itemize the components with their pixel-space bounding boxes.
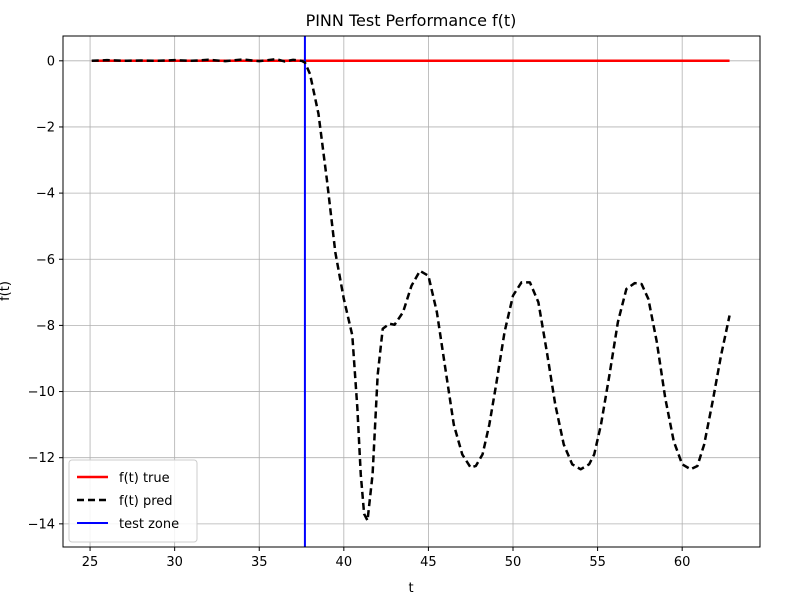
x-tick-label: 50 [505,555,522,570]
ticks: 25 30 35 40 45 50 55 60 0 −2 −4 −6 −8 −10 −12 −14 [28,54,691,570]
series-line-f-pred [91,57,731,522]
x-tick-label: 55 [589,555,606,570]
legend-label-true: f(t) true [119,471,170,486]
y-tick-label: 0 [47,54,55,69]
x-tick-label: 40 [336,555,353,570]
y-tick-label: −6 [36,253,55,268]
y-axis-label: f(t) [0,281,13,301]
y-tick-label: −8 [36,319,55,334]
y-tick-label: −12 [28,451,55,466]
y-tick-label: −10 [28,385,55,400]
x-tick-label: 60 [674,555,691,570]
x-tick-label: 25 [82,555,99,570]
y-tick-label: −14 [28,517,55,532]
legend-label-test-zone: test zone [119,517,179,532]
y-tick-label: −4 [36,187,55,202]
x-axis-label: t [408,581,413,596]
legend: f(t) true f(t) pred test zone [68,459,198,543]
x-tick-label: 45 [420,555,437,570]
chart-title: PINN Test Performance f(t) [306,11,517,30]
legend-label-pred: f(t) pred [119,494,173,509]
legend-box [68,459,198,543]
axes-frame [62,35,761,548]
x-tick-label: 35 [251,555,268,570]
plot-area [91,36,731,547]
y-tick-label: −2 [36,120,55,135]
x-tick-label: 30 [166,555,183,570]
